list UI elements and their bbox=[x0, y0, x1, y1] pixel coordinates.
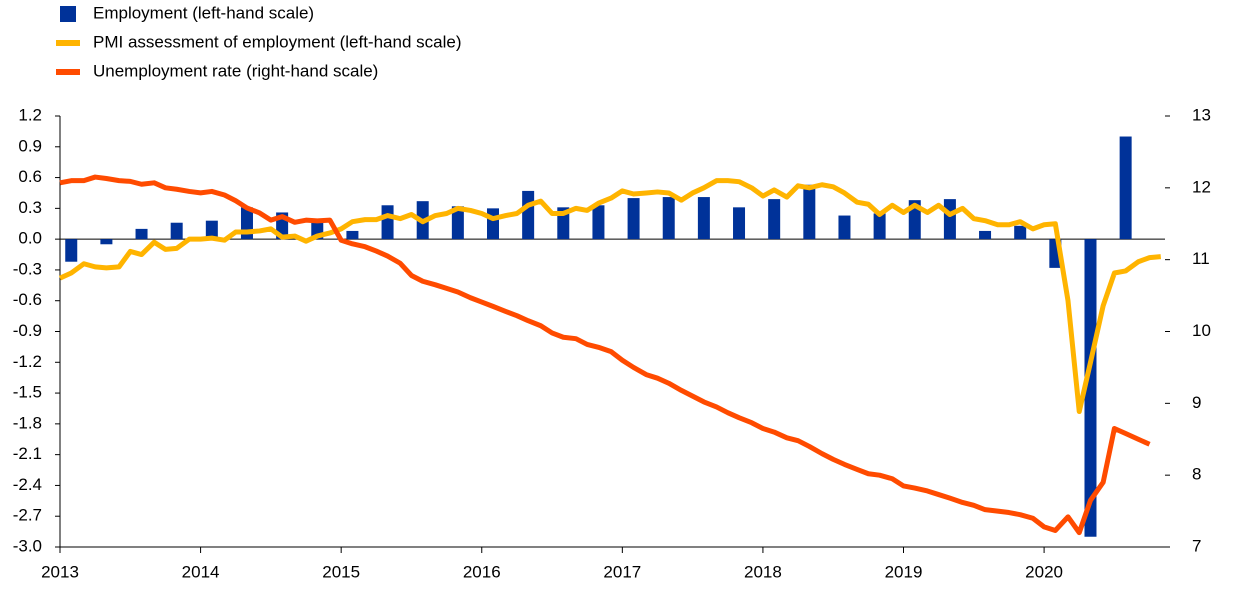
legend-label: Unemployment rate (right-hand scale) bbox=[93, 61, 378, 80]
y-tick-label: 1.2 bbox=[18, 105, 42, 124]
y-tick-label: -2.4 bbox=[13, 475, 42, 494]
bar bbox=[697, 197, 710, 240]
y2-tick-label: 11 bbox=[1192, 249, 1210, 268]
bar bbox=[873, 213, 886, 240]
x-tick-label: 2019 bbox=[885, 562, 923, 581]
y2-tick-label: 8 bbox=[1192, 465, 1201, 484]
bar bbox=[979, 230, 992, 240]
bar bbox=[65, 239, 78, 262]
bar bbox=[381, 205, 394, 240]
x-tick-label: 2014 bbox=[182, 562, 220, 581]
y-tick-label: -2.1 bbox=[13, 444, 42, 463]
bar bbox=[100, 239, 113, 245]
y-tick-label: 0.0 bbox=[18, 229, 42, 248]
x-tick-label: 2016 bbox=[463, 562, 501, 581]
legend-swatch bbox=[60, 6, 76, 22]
y2-tick-label: 13 bbox=[1192, 105, 1211, 124]
bar bbox=[592, 205, 605, 240]
bar bbox=[662, 197, 675, 240]
y-tick-label: -3.0 bbox=[13, 536, 42, 555]
bar bbox=[943, 199, 956, 240]
x-tick-label: 2013 bbox=[41, 562, 79, 581]
y2-tick-label: 7 bbox=[1192, 536, 1201, 555]
bar bbox=[451, 206, 464, 240]
bar bbox=[170, 222, 183, 240]
bar bbox=[733, 207, 746, 240]
line bbox=[59, 174, 1151, 536]
bar bbox=[838, 215, 851, 240]
x-tick-label: 2017 bbox=[603, 562, 641, 581]
y-tick-label: -2.7 bbox=[13, 506, 42, 525]
bar bbox=[768, 199, 781, 240]
y-tick-label: 0.3 bbox=[18, 198, 42, 217]
x-tick-label: 2018 bbox=[744, 562, 782, 581]
y-tick-label: -1.5 bbox=[13, 383, 42, 402]
y-tick-label: -0.6 bbox=[13, 290, 42, 309]
y-tick-label: -1.8 bbox=[13, 413, 42, 432]
bar bbox=[205, 220, 218, 240]
y-tick-label: -1.2 bbox=[13, 352, 42, 371]
y-tick-label: -0.3 bbox=[13, 259, 42, 278]
bar bbox=[1014, 225, 1027, 240]
bar bbox=[1084, 239, 1097, 537]
legend-label: PMI assessment of employment (left-hand … bbox=[93, 32, 461, 51]
y2-tick-label: 9 bbox=[1192, 393, 1201, 412]
line bbox=[58, 178, 1162, 415]
y2-tick-label: 10 bbox=[1192, 321, 1211, 340]
bar bbox=[135, 228, 148, 240]
y-tick-label: 0.6 bbox=[18, 167, 42, 186]
bar bbox=[1119, 136, 1132, 240]
bar bbox=[487, 208, 500, 240]
bar bbox=[346, 230, 359, 240]
bar bbox=[803, 184, 816, 240]
x-tick-label: 2015 bbox=[322, 562, 360, 581]
bar bbox=[627, 198, 640, 240]
bar bbox=[522, 190, 535, 240]
legend-label: Employment (left-hand scale) bbox=[93, 3, 314, 22]
y-tick-label: 0.9 bbox=[18, 136, 42, 155]
y-tick-label: -0.9 bbox=[13, 321, 42, 340]
y2-tick-label: 12 bbox=[1192, 177, 1211, 196]
x-tick-label: 2020 bbox=[1025, 562, 1063, 581]
